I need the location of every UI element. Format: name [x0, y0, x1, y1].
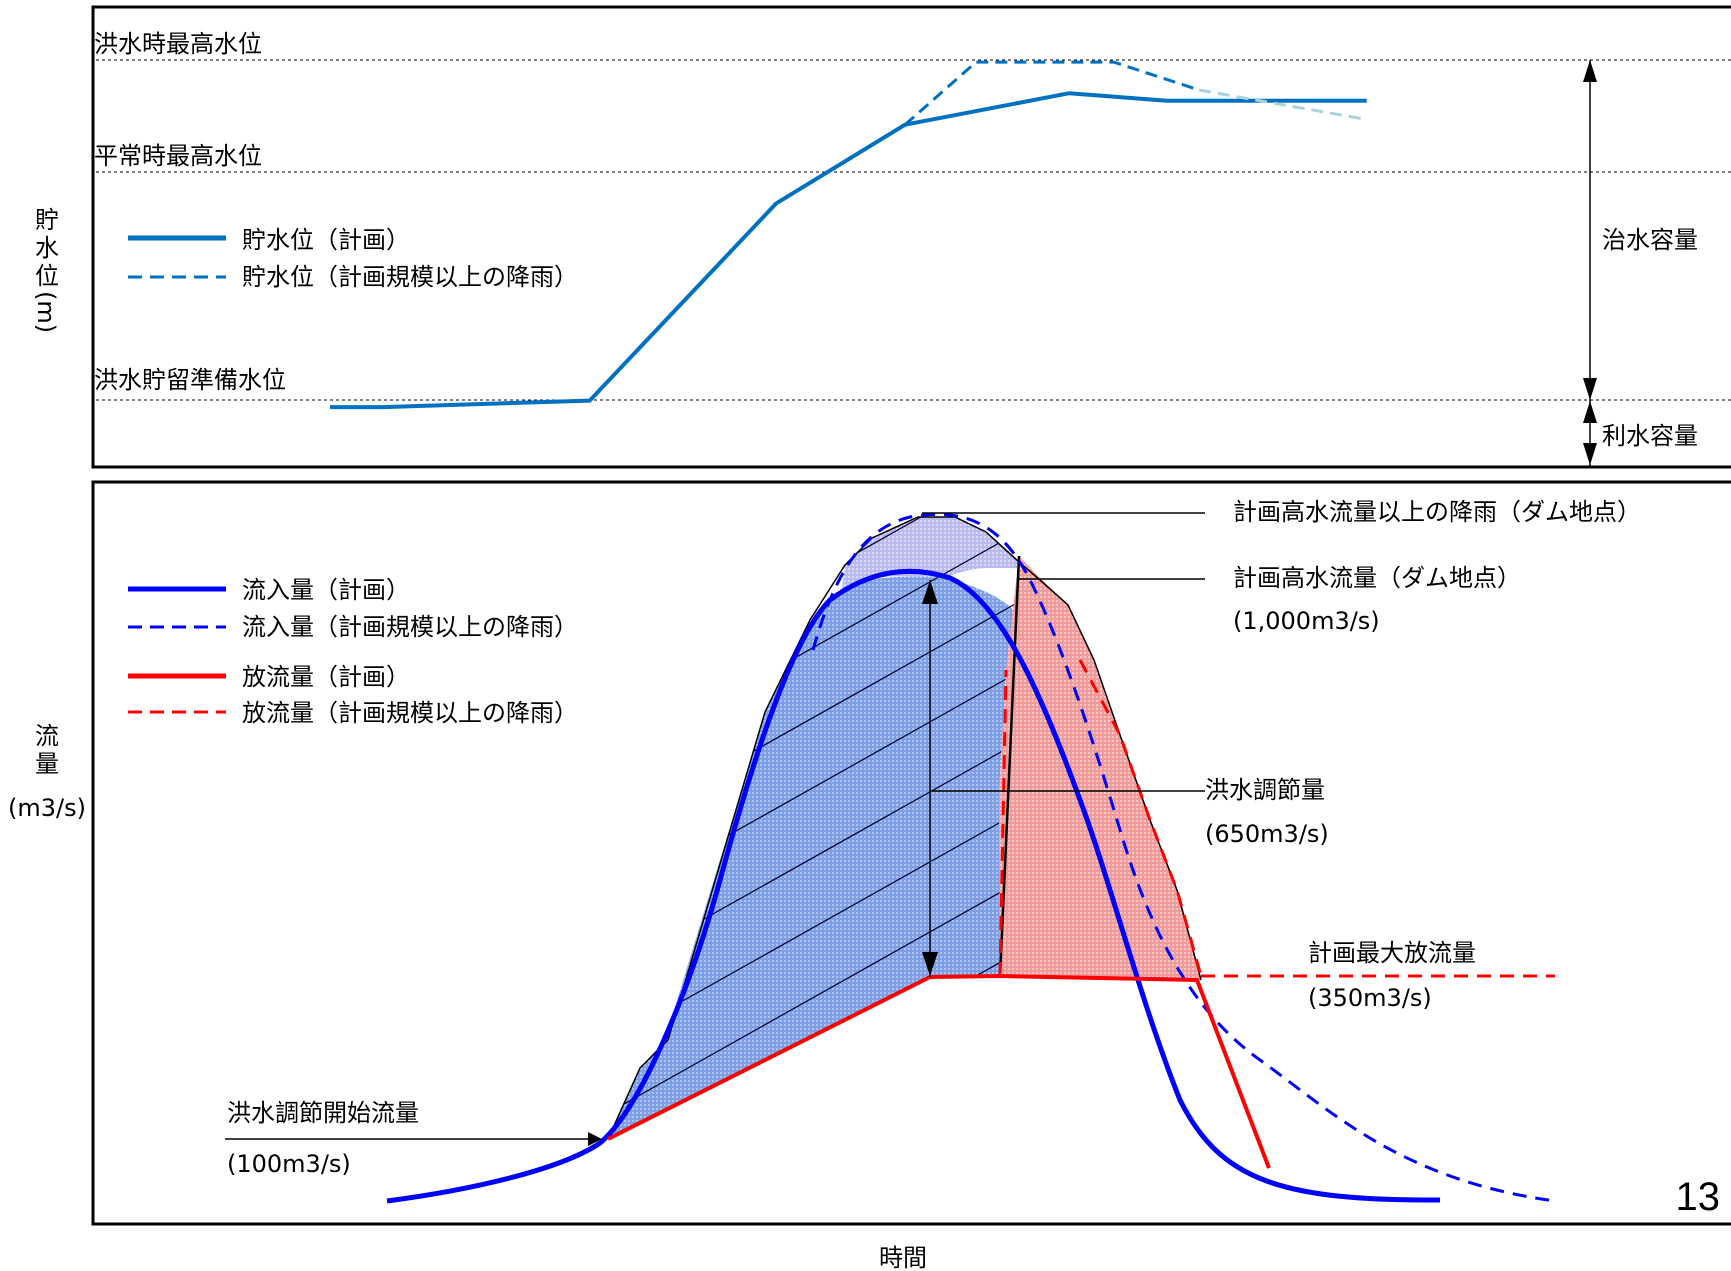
water-level-panel-frame — [91, 5, 1731, 469]
plan-peak-label: 計画高水流量（ダム地点） — [1233, 564, 1521, 592]
outflow-rise-line — [998, 555, 1021, 977]
flood-capacity-arrow-head-top — [1583, 60, 1597, 82]
excess-peak-label: 計画高水流量以上の降雨（ダム地点） — [1233, 498, 1641, 526]
legend-level-plan-label: 貯水位（計画） — [242, 226, 410, 254]
flood-control-arrow-head-bottom — [922, 952, 938, 976]
plan-peak-value: (1,000m3/s) — [1233, 607, 1380, 635]
flow-ylabel-unit: (m3/s) — [8, 794, 86, 822]
excess-outflow-area — [999, 556, 1201, 980]
level-ylabel-char-1: 貯 — [35, 206, 59, 234]
flood-capacity-label: 治水容量 — [1602, 226, 1698, 254]
legend-outflow-excess-label: 放流量（計画規模以上の降雨） — [242, 699, 578, 727]
level-excess-line-faded — [1198, 88, 1367, 121]
level-excess-line — [904, 60, 1200, 126]
inflow-plan-line — [386, 568, 1441, 1204]
flow-ylabel-char-2: 量 — [35, 750, 59, 778]
excess-inflow-area — [840, 517, 1019, 603]
legend-outflow-plan-label: 放流量（計画） — [242, 663, 410, 691]
flood-prep-level-label: 洪水貯留準備水位 — [94, 366, 286, 394]
normal-max-level-label: 平常時最高水位 — [94, 142, 262, 170]
water-use-capacity-label: 利水容量 — [1602, 422, 1698, 450]
flood-control-value: (650m3/s) — [1205, 820, 1329, 848]
legend-inflow-plan-label: 流入量（計画） — [242, 576, 410, 604]
legend-level-excess-label: 貯水位（計画規模以上の降雨） — [242, 263, 578, 291]
discharge-panel-frame — [91, 480, 1731, 1226]
flow-ylabel-char-1: 流 — [35, 722, 59, 750]
x-axis-label: 時間 — [879, 1244, 927, 1271]
level-ylabel-char-3: 位 — [35, 262, 59, 290]
legend-inflow-excess-label: 流入量（計画規模以上の降雨） — [242, 613, 578, 641]
flood-max-level-label: 洪水時最高水位 — [94, 30, 262, 58]
page-number: 13 — [1676, 1175, 1721, 1219]
level-ylabel-unit: (m) — [32, 291, 60, 333]
water-use-capacity-arrow-head-top — [1583, 401, 1597, 423]
flood-control-label: 洪水調節量 — [1205, 776, 1325, 804]
stored-volume-area — [608, 576, 1015, 1139]
flood-control-arrow-head-top — [922, 580, 938, 604]
max-outflow-value: (350m3/s) — [1308, 984, 1432, 1012]
level-plan-line — [330, 91, 1367, 410]
flood-capacity-arrow-head-bottom — [1583, 378, 1597, 400]
level-ylabel-char-2: 水 — [35, 234, 59, 262]
inflow-excess-line — [811, 512, 1556, 1203]
control-start-value: (100m3/s) — [227, 1150, 351, 1178]
control-start-label: 洪水調節開始流量 — [227, 1099, 419, 1127]
water-use-capacity-arrow-head-bottom — [1583, 443, 1597, 465]
outflow-excess-line — [998, 659, 1555, 978]
max-outflow-label: 計画最大放流量 — [1308, 939, 1476, 967]
